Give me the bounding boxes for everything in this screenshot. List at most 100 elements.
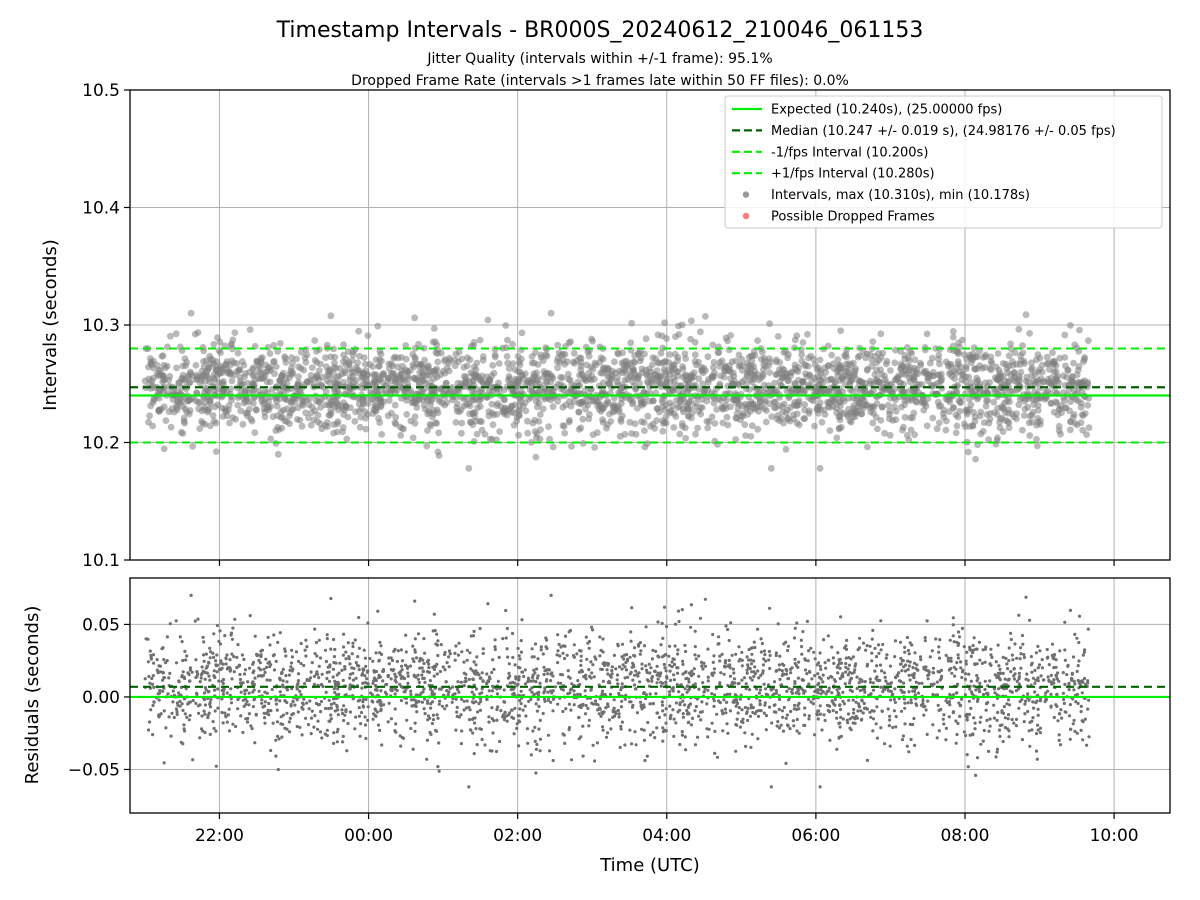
residual-point (789, 671, 793, 675)
residual-point (977, 640, 982, 644)
interval-point (816, 399, 824, 407)
residual-point (438, 687, 442, 691)
residual-point (1046, 675, 1050, 679)
residual-point (673, 644, 677, 648)
residual-point (505, 719, 509, 723)
interval-point (207, 355, 215, 363)
interval-point (1003, 397, 1011, 405)
residual-point (697, 674, 701, 678)
residual-point (732, 677, 737, 681)
residual-point (888, 744, 892, 748)
interval-point (959, 336, 966, 344)
residual-point (767, 658, 771, 662)
residual-point (401, 736, 406, 740)
interval-point (535, 418, 543, 425)
interval-point (892, 416, 900, 424)
interval-point (692, 430, 699, 438)
residual-point (223, 634, 227, 638)
interval-point (910, 373, 918, 380)
residual-point (803, 713, 807, 717)
residual-point (377, 658, 381, 663)
interval-point (691, 351, 699, 359)
residual-point (978, 658, 982, 662)
interval-point (675, 331, 683, 338)
interval-point (1015, 325, 1023, 333)
interval-point (187, 309, 195, 317)
interval-point (157, 405, 165, 413)
residual-point (1071, 722, 1075, 726)
residual-point (422, 637, 426, 641)
residual-point (759, 637, 763, 641)
residual-point (536, 657, 540, 661)
interval-point (1067, 398, 1074, 406)
interval-point (825, 362, 833, 370)
interval-point (1085, 424, 1093, 432)
residual-point (693, 709, 697, 713)
interval-point (278, 372, 286, 379)
residual-point (310, 709, 314, 713)
residual-point (710, 692, 714, 696)
y-tick-label: 10.3 (82, 316, 120, 336)
residual-point (518, 707, 522, 711)
interval-point (473, 359, 481, 367)
interval-point (801, 401, 809, 408)
residual-point (832, 678, 837, 682)
interval-point (745, 362, 753, 369)
interval-point (717, 372, 725, 380)
residual-point (539, 648, 543, 652)
legend-item: Expected (10.240s), (25.00000 fps) (732, 103, 1002, 118)
interval-point (1064, 367, 1072, 374)
interval-point (1005, 419, 1013, 427)
interval-point (1078, 378, 1086, 386)
interval-point (858, 378, 866, 386)
residual-point (640, 662, 644, 666)
interval-point (362, 414, 369, 422)
residual-point (304, 716, 308, 720)
interval-point (270, 341, 278, 349)
residual-point (152, 685, 156, 690)
residual-point (638, 652, 642, 656)
interval-point (750, 363, 758, 370)
interval-point (986, 379, 994, 386)
interval-point (713, 406, 721, 413)
residual-point (911, 689, 915, 693)
interval-point (963, 408, 971, 416)
residual-point (821, 673, 825, 677)
residual-point (221, 692, 225, 696)
residual-point (617, 715, 621, 719)
interval-point (508, 408, 516, 416)
residual-point (639, 700, 643, 704)
residual-point (1052, 715, 1056, 720)
intervals-y-axis-label: Intervals (seconds) (40, 239, 61, 411)
interval-point (636, 379, 643, 387)
residual-point (485, 672, 489, 676)
residual-point (742, 676, 747, 680)
residual-point (469, 667, 473, 671)
interval-point (801, 361, 809, 369)
residual-point (615, 673, 620, 677)
residual-point (333, 647, 337, 652)
residual-point (844, 661, 848, 666)
interval-point (211, 403, 219, 411)
residual-point (264, 657, 268, 661)
residual-point (888, 664, 893, 668)
legend: Expected (10.240s), (25.00000 fps)Median… (724, 95, 1163, 229)
interval-point (930, 368, 937, 376)
residual-point (819, 667, 823, 672)
interval-point (465, 464, 473, 472)
interval-point (811, 422, 818, 430)
residual-point (342, 704, 346, 708)
interval-point (852, 396, 860, 404)
residual-point (143, 677, 147, 681)
residual-point (1010, 690, 1014, 694)
residual-point (408, 664, 413, 668)
residual-point (238, 672, 242, 677)
interval-point (455, 348, 463, 356)
residual-point (491, 658, 495, 662)
interval-point (456, 408, 463, 416)
residual-point (978, 681, 982, 685)
interval-point (891, 359, 899, 367)
residual-point (900, 659, 905, 663)
interval-point (313, 348, 320, 355)
residual-point (1020, 633, 1025, 638)
